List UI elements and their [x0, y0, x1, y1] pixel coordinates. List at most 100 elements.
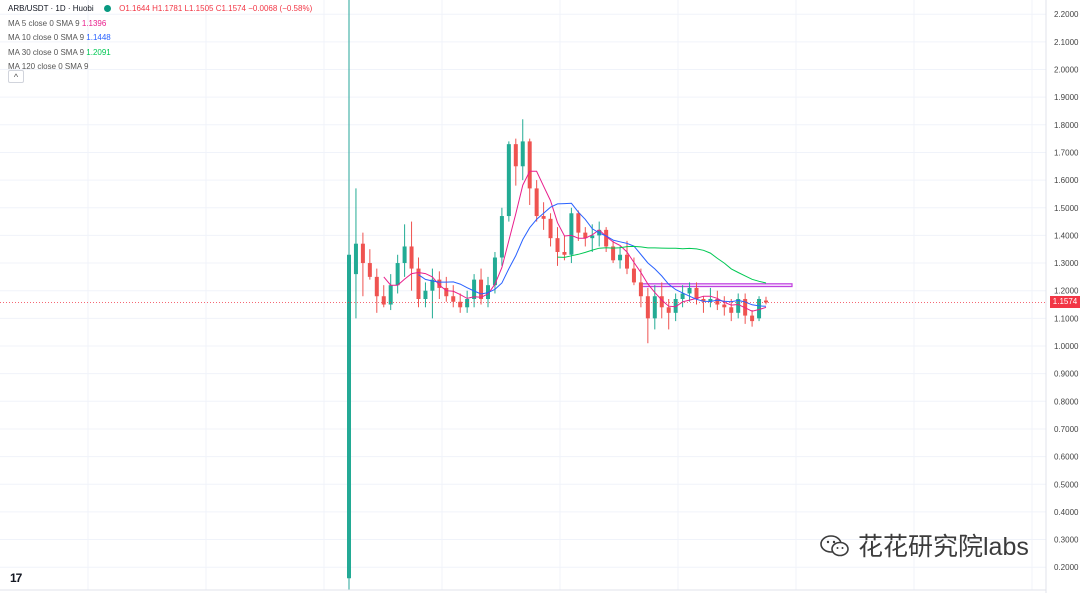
- candle-body: [437, 279, 442, 288]
- candle: [757, 296, 762, 322]
- candle: [625, 240, 629, 275]
- candle: [680, 285, 685, 308]
- moving-averages: [383, 170, 767, 312]
- ma30-line: [557, 245, 767, 284]
- candle: [583, 227, 588, 247]
- y-tick-label: 2.1000: [1054, 38, 1079, 47]
- candle-body: [548, 218, 553, 239]
- candle-body: [527, 141, 532, 189]
- candle: [381, 285, 386, 308]
- candle-body: [618, 254, 623, 261]
- candle: [465, 290, 470, 313]
- watermark: 花花研究院labs: [820, 527, 1029, 563]
- chart-legend: ARB/USDT · 1D · Huobi O1.1644 H1.1781 L1…: [8, 2, 312, 75]
- candle-body: [499, 216, 504, 258]
- candle-body: [680, 293, 685, 299]
- candle-body: [388, 285, 393, 305]
- candle-body: [694, 287, 699, 299]
- candle-body: [465, 298, 470, 308]
- candle: [618, 246, 623, 269]
- candle-body: [444, 287, 449, 297]
- y-tick-label: 1.4000: [1054, 231, 1079, 240]
- candle-body: [604, 229, 609, 247]
- candle: [708, 287, 713, 308]
- candle: [409, 221, 414, 291]
- candle: [750, 310, 755, 327]
- ohlc-high: H1.1781: [152, 4, 183, 13]
- candle-body: [590, 235, 595, 239]
- tradingview-logo-icon[interactable]: 17: [10, 571, 22, 585]
- candle: [611, 240, 616, 264]
- candle-body: [374, 276, 379, 297]
- candle: [701, 296, 706, 313]
- candle-body: [750, 315, 755, 322]
- legend-ma120[interactable]: MA 120 close 0 SMA 9: [8, 60, 312, 75]
- candle-body: [360, 243, 365, 264]
- candle-body: [638, 282, 643, 297]
- candle: [444, 276, 449, 302]
- y-tick-label: 0.3000: [1054, 536, 1079, 545]
- candle-body: [492, 257, 497, 286]
- candle-body: [416, 268, 421, 299]
- candle-body: [625, 254, 629, 269]
- candle: [638, 268, 643, 308]
- candle-body: [736, 298, 741, 313]
- y-tick-label: 1.3000: [1054, 259, 1079, 268]
- candle-body: [402, 246, 407, 264]
- candle-body: [652, 296, 657, 319]
- legend-ma30[interactable]: MA 30 close 0 SMA 9 1.2091: [8, 46, 312, 61]
- candle: [367, 249, 372, 280]
- candle-body: [659, 296, 664, 308]
- last-price-label: 1.1574: [1050, 296, 1080, 308]
- candle: [492, 251, 497, 294]
- candle: [534, 180, 539, 222]
- chart-grid: [0, 0, 1046, 590]
- ohlc-change: −0.0068 (−0.58%): [248, 4, 313, 13]
- candle: [520, 119, 525, 181]
- candle: [555, 227, 560, 266]
- candle-body: [451, 296, 456, 302]
- symbol-title[interactable]: ARB/USDT · 1D · Huobi: [8, 4, 94, 13]
- y-tick-label: 1.0000: [1054, 342, 1079, 351]
- candle-body: [611, 246, 616, 261]
- candle: [548, 213, 553, 247]
- candle-body: [757, 298, 762, 319]
- ma5-value: 1.1396: [81, 18, 107, 28]
- candle: [722, 296, 727, 316]
- legend-symbol-row: ARB/USDT · 1D · Huobi O1.1644 H1.1781 L1…: [8, 2, 312, 17]
- candle: [353, 188, 358, 319]
- candle-body: [715, 298, 720, 305]
- candle-body: [673, 298, 678, 313]
- candle-body: [666, 307, 671, 313]
- candle: [513, 138, 518, 186]
- candle-body: [569, 213, 574, 255]
- market-status-icon: [103, 5, 111, 12]
- candle-body: [687, 287, 692, 294]
- candle: [673, 293, 678, 322]
- y-tick-label: 0.4000: [1054, 508, 1079, 517]
- candle-body: [555, 238, 560, 252]
- y-tick-label: 1.8000: [1054, 121, 1079, 130]
- candle-body: [722, 304, 727, 308]
- legend-ma5[interactable]: MA 5 close 0 SMA 9 1.1396: [8, 17, 312, 32]
- candle-body: [576, 213, 581, 233]
- legend-ma10[interactable]: MA 10 close 0 SMA 9 1.1448: [8, 31, 312, 46]
- candle-body: [583, 232, 588, 239]
- ma10-label: MA 10 close 0 SMA 9: [8, 33, 85, 42]
- candle-body: [458, 301, 463, 308]
- y-tick-label: 1.2000: [1054, 287, 1079, 296]
- resistance-zone-box: [640, 283, 793, 288]
- legend-collapse-button[interactable]: ^: [8, 70, 24, 83]
- resistance-zone: [640, 283, 793, 288]
- ohlc-close: C1.1574: [215, 4, 246, 13]
- candle-body: [729, 307, 734, 313]
- candle-body: [430, 279, 435, 291]
- candle-body: [381, 296, 386, 305]
- candle: [395, 254, 400, 294]
- candle-body: [479, 279, 484, 299]
- candle-body: [631, 268, 636, 283]
- candle: [736, 293, 741, 319]
- candle-body: [541, 216, 546, 219]
